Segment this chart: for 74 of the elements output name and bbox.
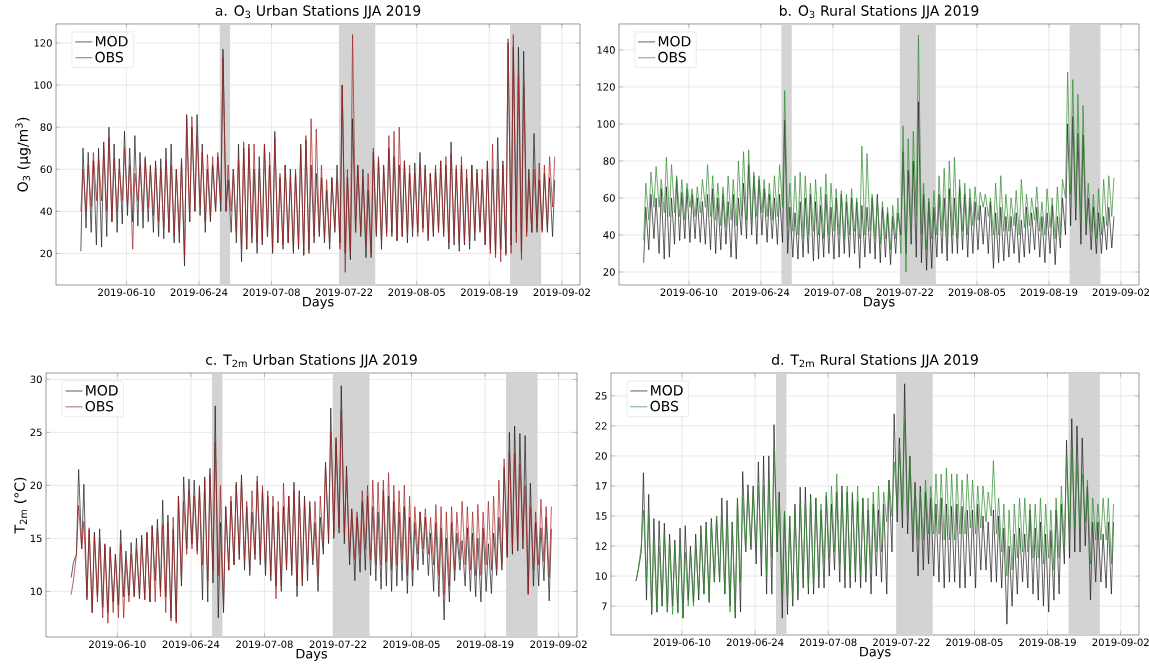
y-tick-label: 10 [595,572,607,580]
legend-label: MOD [95,35,128,47]
x-tick-label: 2019-06-10 [653,638,711,647]
y-axis-title: T$_{2m}$ (°C) [14,477,27,534]
x-tick-label: 2019-06-10 [98,288,155,297]
legend-label: MOD [86,385,118,396]
x-tick-label: 2019-06-24 [170,288,228,297]
x-tick-label: 2019-06-24 [732,288,790,297]
chart-title: a. O$_{3}$ Urban Stations JJA 2019 [215,5,421,19]
y-tick-label: 22 [595,422,607,430]
x-tick-label: 2019-08-05 [388,288,445,297]
y-tick-label: 25 [595,392,607,400]
y-axis-title: O$_{3}$ (µg/m$^{3}$) [15,117,31,192]
x-tick-label: 2019-08-05 [383,640,440,649]
y-tick-label: 7 [601,602,607,610]
x-tick-label: 2019-07-08 [804,288,862,297]
y-tick-label: 20 [30,481,42,490]
y-tick-label: 100 [34,81,52,89]
line-series [635,419,1114,619]
y-tick-label: 20 [595,452,607,460]
y-tick-label: 15 [595,512,607,520]
y-tick-label: 20 [40,249,52,258]
x-tick-label: 2019-08-05 [948,288,1006,297]
legend-label: MOD [658,35,691,47]
x-tick-label: 2019-06-24 [726,638,784,647]
x-tick-label: 2019-09-02 [1092,288,1149,297]
legend-label: OBS [658,51,686,63]
y-tick-label: 40 [40,207,52,216]
y-tick-label: 80 [603,157,615,165]
x-tick-label: 2019-07-22 [876,288,933,297]
y-tick-label: 100 [597,120,615,128]
x-tick-label: 2019-07-08 [236,640,293,649]
x-axis-title: Days [296,648,328,662]
line-series [643,34,1115,273]
x-axis-title: Days [860,646,891,660]
x-tick-label: 2019-06-10 [660,288,718,297]
legend-label: OBS [95,51,123,63]
y-tick-label: 15 [30,534,42,543]
y-tick-label: 80 [40,123,52,131]
chart-title: b. O$_{3}$ Rural Stations JJA 2019 [780,5,979,19]
legend-label: OBS [85,400,114,412]
x-tick-label: 2019-06-10 [89,640,146,649]
x-tick-label: 2019-08-19 [1019,638,1076,647]
x-tick-label: 2019-08-19 [461,288,518,297]
x-tick-label: 2019-08-05 [946,638,1003,647]
legend-label: OBS [650,400,679,412]
x-tick-label: 2019-07-22 [309,640,366,649]
x-tick-label: 2019-08-19 [1020,288,1078,297]
x-tick-label: 2019-09-02 [533,288,590,297]
x-tick-label: 2019-06-24 [162,640,220,649]
legend-label: MOD [651,385,683,396]
y-tick-label: 20 [603,268,615,276]
y-tick-label: 25 [30,428,42,437]
y-tick-label: 40 [603,231,615,239]
y-tick-label: 12 [595,542,607,550]
x-tick-label: 2019-07-08 [800,638,857,647]
x-tick-label: 2019-07-22 [315,288,373,297]
x-tick-label: 2019-07-08 [243,288,300,297]
y-tick-label: 120 [597,83,615,91]
chart-title: c. T$_{2m}$ Urban Stations JJA 2019 [206,354,417,368]
x-tick-label: 2019-07-22 [873,638,930,647]
x-tick-label: 2019-08-19 [456,640,514,649]
y-tick-label: 60 [40,165,52,173]
y-tick-label: 17 [595,482,607,490]
y-tick-label: 10 [30,587,42,596]
x-axis-title: Days [864,296,895,310]
x-tick-label: 2019-09-02 [530,640,587,649]
chart-title: d. T$_{2m}$ Rural Stations JJA 2019 [771,354,978,368]
y-tick-label: 30 [30,375,42,384]
y-tick-label: 120 [34,39,52,47]
x-tick-label: 2019-09-02 [1092,638,1149,647]
y-tick-label: 60 [603,194,615,202]
y-tick-label: 140 [597,46,615,54]
x-axis-title: Days [303,296,334,310]
